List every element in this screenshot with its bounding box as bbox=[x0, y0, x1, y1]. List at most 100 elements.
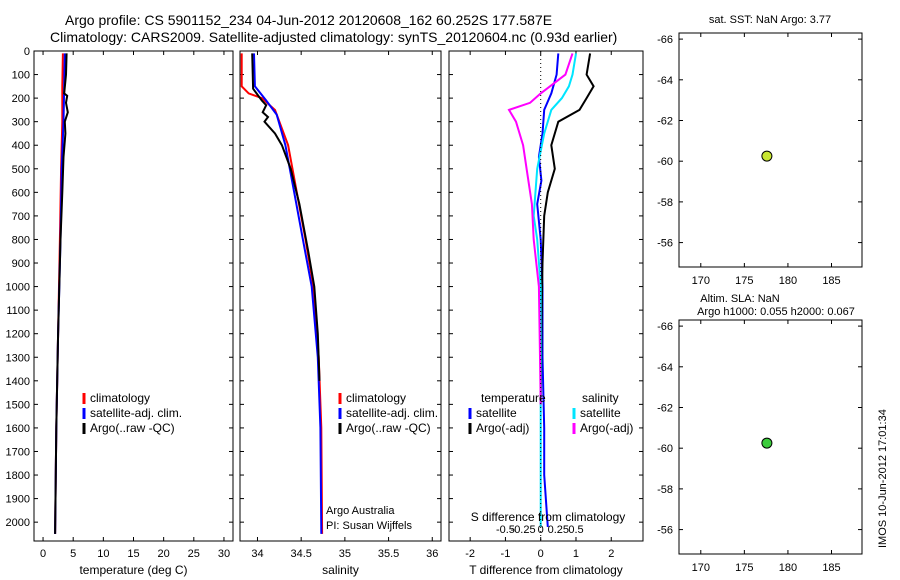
temp-y-tick-label: 1500 bbox=[6, 399, 30, 411]
sla-y-tick-label: -64 bbox=[657, 362, 673, 374]
sla-x-tick-label: 170 bbox=[692, 562, 710, 574]
diff-legend-label: satellite bbox=[476, 406, 517, 420]
diff-legend-label: Argo(-adj) bbox=[476, 421, 529, 435]
sal-legend-label: Argo(..raw -QC) bbox=[346, 421, 431, 435]
timestamp-side-label: IMOS 10-Jun-2012 17:01:34 bbox=[877, 409, 889, 548]
figure-title-line2: Climatology: CARS2009. Satellite-adjuste… bbox=[50, 29, 618, 45]
sst-y-tick-label: -60 bbox=[657, 156, 673, 168]
diff-series-line-0 bbox=[536, 53, 560, 527]
diff-x2-tick-label: 0.25 bbox=[548, 524, 569, 536]
sal-x-tick-label: 34 bbox=[251, 548, 263, 560]
temp-y-tick-label: 800 bbox=[12, 234, 30, 246]
temp-y-tick-label: 900 bbox=[12, 258, 30, 270]
sal-x-tick-label: 34.5 bbox=[290, 548, 311, 560]
diff-x2-axis-label: S difference from climatology bbox=[471, 510, 626, 524]
temp-y-tick-label: 700 bbox=[12, 211, 30, 223]
diff-series-line-3 bbox=[507, 53, 574, 405]
temp-y-tick-label: 0 bbox=[24, 46, 30, 58]
sal-legend-label: climatology bbox=[346, 391, 406, 405]
sal-legend-label: satellite-adj. clim. bbox=[346, 406, 438, 420]
temp-x-axis-label: temperature (deg C) bbox=[79, 563, 187, 577]
sst-y-tick-label: -56 bbox=[657, 238, 673, 250]
temp-x-tick-label: 0 bbox=[40, 548, 46, 560]
temp-y-tick-label: 1200 bbox=[6, 329, 30, 341]
diff-legend-label: Argo(-adj) bbox=[580, 421, 633, 435]
temp-legend-label: satellite-adj. clim. bbox=[90, 406, 182, 420]
diff-x-tick-label: -2 bbox=[465, 548, 475, 560]
temp-y-tick-label: 600 bbox=[12, 187, 30, 199]
sal-x-axis-label: salinity bbox=[322, 563, 359, 577]
sal-annotation: Argo Australia bbox=[326, 505, 395, 517]
sla-y-tick-label: -56 bbox=[657, 525, 673, 537]
sla-y-tick-label: -66 bbox=[657, 321, 673, 333]
diff-x-tick-label: 1 bbox=[573, 548, 579, 560]
temp-x-tick-label: 15 bbox=[127, 548, 139, 560]
temp-x-tick-label: 30 bbox=[218, 548, 230, 560]
temp-y-tick-label: 1900 bbox=[6, 494, 30, 506]
diff-legend-title: salinity bbox=[582, 391, 619, 405]
sst-x-tick-label: 170 bbox=[692, 275, 710, 287]
sla-y-tick-label: -60 bbox=[657, 443, 673, 455]
sst-y-tick-label: -64 bbox=[657, 75, 673, 87]
diff-x2-tick-label: -0.5 bbox=[496, 524, 515, 536]
sla-argo-position-marker bbox=[761, 437, 773, 449]
sal-x-tick-label: 36 bbox=[426, 548, 438, 560]
sst-y-tick-label: -66 bbox=[657, 34, 673, 46]
sla-map-title: Altim. SLA: NaN bbox=[700, 293, 780, 305]
sal-annotation: PI: Susan Wijffels bbox=[326, 520, 412, 532]
sst-x-tick-label: 185 bbox=[822, 275, 840, 287]
sst-y-tick-label: -62 bbox=[657, 115, 673, 127]
figure-title-line1: Argo profile: CS 5901152_234 04-Jun-2012… bbox=[65, 12, 553, 28]
temp-y-tick-label: 1700 bbox=[6, 446, 30, 458]
sla-x-tick-label: 185 bbox=[822, 562, 840, 574]
diff-x-tick-label: -1 bbox=[501, 548, 511, 560]
diff-series-line-1 bbox=[539, 53, 595, 405]
temp-legend-label: climatology bbox=[90, 391, 150, 405]
diff-x2-tick-label: 0.5 bbox=[568, 524, 583, 536]
sal-series-line-2 bbox=[251, 53, 321, 381]
diff-x-tick-label: 0 bbox=[538, 548, 544, 560]
diff-x2-tick-label: -0.25 bbox=[511, 524, 536, 536]
sst-map-title: sat. SST: NaN Argo: 3.77 bbox=[709, 14, 831, 26]
sal-x-tick-label: 35 bbox=[339, 548, 351, 560]
sla-x-tick-label: 180 bbox=[779, 562, 797, 574]
diff-x-tick-label: 2 bbox=[608, 548, 614, 560]
temp-y-tick-label: 1100 bbox=[6, 305, 30, 317]
temp-y-tick-label: 300 bbox=[12, 117, 30, 129]
sla-y-tick-label: -62 bbox=[657, 402, 673, 414]
temp-y-tick-label: 1800 bbox=[6, 470, 30, 482]
temp-x-tick-label: 10 bbox=[97, 548, 109, 560]
diff-x-axis-label: T difference from climatology bbox=[469, 563, 623, 577]
temp-y-tick-label: 100 bbox=[12, 70, 30, 82]
sal-series-line-1 bbox=[253, 53, 323, 534]
sst-argo-position-marker bbox=[761, 150, 773, 162]
temp-y-tick-label: 1300 bbox=[6, 352, 30, 364]
diff-legend-label: satellite bbox=[580, 406, 621, 420]
temp-y-tick-label: 1600 bbox=[6, 423, 30, 435]
sla-x-tick-label: 175 bbox=[735, 562, 753, 574]
temp-x-tick-label: 5 bbox=[70, 548, 76, 560]
sst-y-tick-label: -58 bbox=[657, 197, 673, 209]
sla-map-subtitle: Argo h1000: 0.055 h2000: 0.067 bbox=[697, 306, 855, 318]
temp-y-tick-label: 2000 bbox=[6, 517, 30, 529]
diff-plot-frame bbox=[448, 50, 644, 542]
temp-series-line-2 bbox=[54, 53, 69, 534]
sla-map-frame bbox=[678, 319, 863, 555]
temp-y-tick-label: 1400 bbox=[6, 376, 30, 388]
sst-x-tick-label: 180 bbox=[779, 275, 797, 287]
temp-y-tick-label: 400 bbox=[12, 140, 30, 152]
sla-y-tick-label: -58 bbox=[657, 484, 673, 496]
sal-x-tick-label: 35.5 bbox=[378, 548, 399, 560]
sal-plot-frame bbox=[239, 50, 442, 542]
diff-x2-tick-label: 0 bbox=[538, 524, 544, 536]
temp-plot-frame bbox=[33, 50, 234, 542]
temp-legend-label: Argo(..raw -QC) bbox=[90, 421, 175, 435]
diff-legend-title: temperature bbox=[481, 391, 546, 405]
temp-y-tick-label: 200 bbox=[12, 93, 30, 105]
sst-map-frame bbox=[678, 32, 863, 268]
temp-x-tick-label: 20 bbox=[158, 548, 170, 560]
sst-x-tick-label: 175 bbox=[735, 275, 753, 287]
temp-x-tick-label: 25 bbox=[188, 548, 200, 560]
temp-y-tick-label: 1000 bbox=[6, 282, 30, 294]
